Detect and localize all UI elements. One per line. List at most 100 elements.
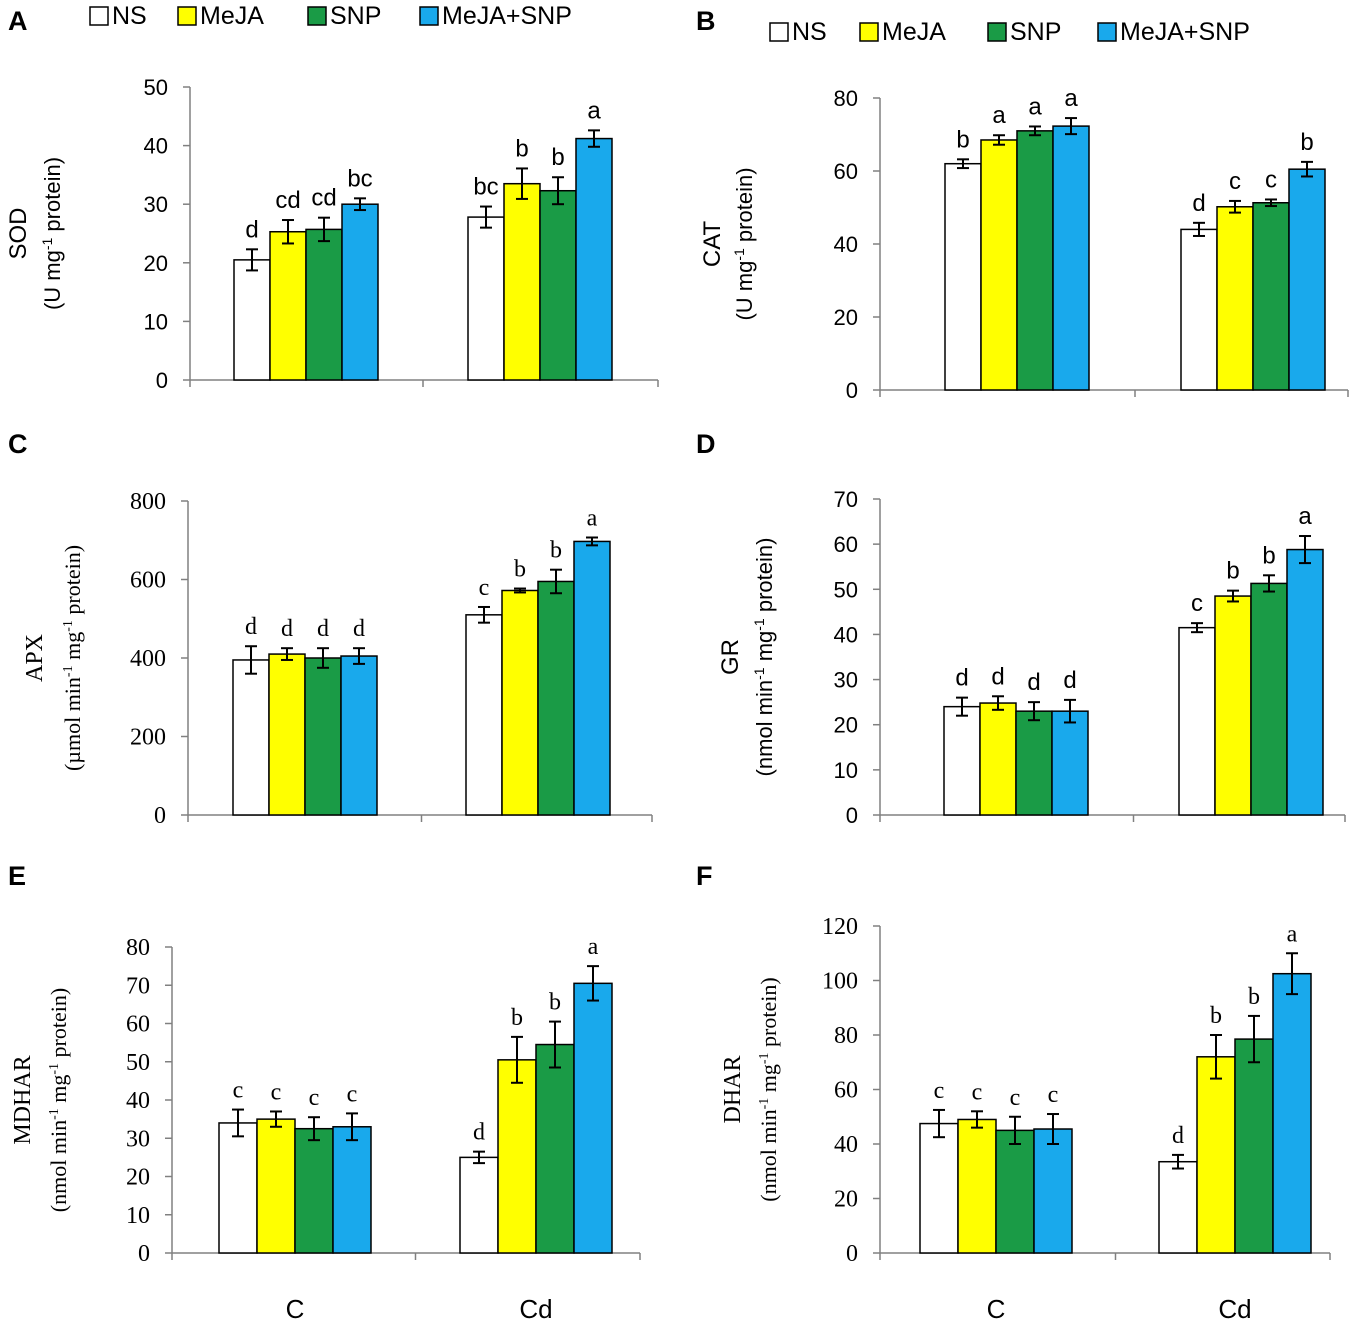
bar-meja-snp-c [341,203,379,381]
y-axis-title: CAT [699,221,726,268]
significance-letter: c [972,1079,983,1105]
bar-snp-cd [1252,202,1290,391]
significance-letter: d [245,614,257,640]
bar-meja-c [256,1118,296,1254]
y-tick-label: 50 [834,577,858,602]
y-axis-title: DHAR [720,1055,746,1123]
y-tick-label: 80 [126,935,150,961]
significance-letter: c [1265,166,1277,193]
y-tick-label: 70 [126,973,150,999]
y-tick-label: 80 [834,1023,858,1049]
y-tick-label: 50 [144,75,168,100]
bar-meja-snp-cd [573,540,611,816]
bar-meja-snp-c [332,1126,372,1254]
y-axis-title: GR [717,639,744,675]
bar-ns-c [944,162,982,391]
panel-letter: E [8,861,26,891]
significance-letter: d [245,216,258,243]
y-axis-unit: (U mg-1 protein) [39,157,65,310]
significance-letter: b [1226,558,1239,585]
bar-ns-c [919,1122,959,1254]
bar-snp-c [995,1129,1035,1254]
legend-label-ns: NS [112,2,147,30]
y-tick-label: 20 [126,1165,150,1191]
bar-meja-snp-c [1051,710,1089,816]
y-tick-label: 30 [144,192,168,217]
y-axis-unit: (nmol min-1 mg-1 protein) [756,977,781,1201]
legend-label-meja: MeJA [200,2,264,30]
significance-letter: b [514,557,526,583]
y-tick-label: 10 [834,758,858,783]
panel-a-legend: NS MeJA SNP MeJA+SNP [89,2,572,30]
bar-snp-cd [539,189,577,381]
y-tick-label: 0 [846,378,858,403]
y-tick-label: 800 [130,489,166,515]
significance-letter: bc [347,165,372,192]
y-tick-label: 60 [126,1012,150,1038]
bar-ns-cd [467,216,505,381]
y-tick-label: 20 [834,1187,858,1213]
significance-letter: a [992,102,1006,129]
panel-letter: F [696,861,713,891]
legend-swatch-meja-snp [419,6,439,26]
y-axis-unit: (µmol min-1 mg-1 protein) [60,545,85,771]
legend-swatch-meja [859,22,879,42]
x-category-label-cd: Cd [519,1294,552,1324]
chart-panel-e: E 0 10 20 30 40 50 60 70 80 MDHAR (nmol min-1 mg-1 … [8,861,641,1324]
bar-meja-snp-c [1033,1128,1073,1254]
bar-snp-cd [537,580,575,816]
bar-ns-cd [465,614,503,816]
bar-meja-c [979,702,1017,816]
significance-letter: d [317,616,329,642]
bar-meja-c [957,1118,997,1254]
significance-letter: c [347,1081,358,1107]
significance-letter: d [1172,1123,1184,1149]
y-axis-title: MDHAR [10,1055,36,1144]
panel-letter: D [696,429,716,459]
significance-letter: d [281,616,293,642]
panel-b-legend: NS MeJA SNP MeJA+SNP [769,18,1250,46]
bar-meja-c [268,653,306,816]
bar-snp-cd [535,1043,575,1254]
bar-snp-c [294,1127,334,1254]
significance-letter: cd [311,185,336,212]
significance-letter: c [1010,1085,1021,1111]
y-tick-label: 200 [130,725,166,751]
y-tick-label: 10 [144,309,168,334]
bar-meja-snp-c [1052,125,1090,391]
significance-letter: b [551,144,564,171]
legend-swatch-ns [89,6,109,26]
significance-letter: c [479,575,490,601]
y-tick-label: 600 [130,568,166,594]
y-tick-label: 40 [834,232,858,257]
y-axis-unit: (nmol min-1 mg-1 protein) [751,538,777,777]
bar-meja-c [269,230,307,381]
bar-meja-cd [503,182,541,381]
bar-snp-c [1016,130,1054,391]
bar-ns-c [232,659,270,816]
significance-letter: d [955,665,968,692]
significance-letter: c [233,1078,244,1104]
bar-meja-snp-cd [1286,548,1324,816]
significance-letter: c [1048,1082,1059,1108]
panel-letter: C [8,429,28,459]
y-tick-label: 0 [846,803,858,828]
bar-meja-snp-cd [1272,972,1312,1254]
significance-letter: bc [473,174,498,201]
bar-ns-c [218,1122,258,1254]
significance-letter: c [271,1079,282,1105]
y-axis-title: SOD [5,207,32,259]
bar-meja-cd [1216,206,1254,391]
bar-snp-c [304,657,342,816]
significance-letter: a [587,97,601,124]
bar-snp-c [1015,710,1053,816]
significance-letter: b [1300,129,1313,156]
bar-ns-cd [1180,228,1218,391]
bar-ns-c [943,705,981,816]
significance-letter: b [1262,542,1275,569]
x-category-label-c: C [286,1294,305,1324]
legend-swatch-ns [769,22,789,42]
significance-letter: b [1210,1003,1222,1029]
